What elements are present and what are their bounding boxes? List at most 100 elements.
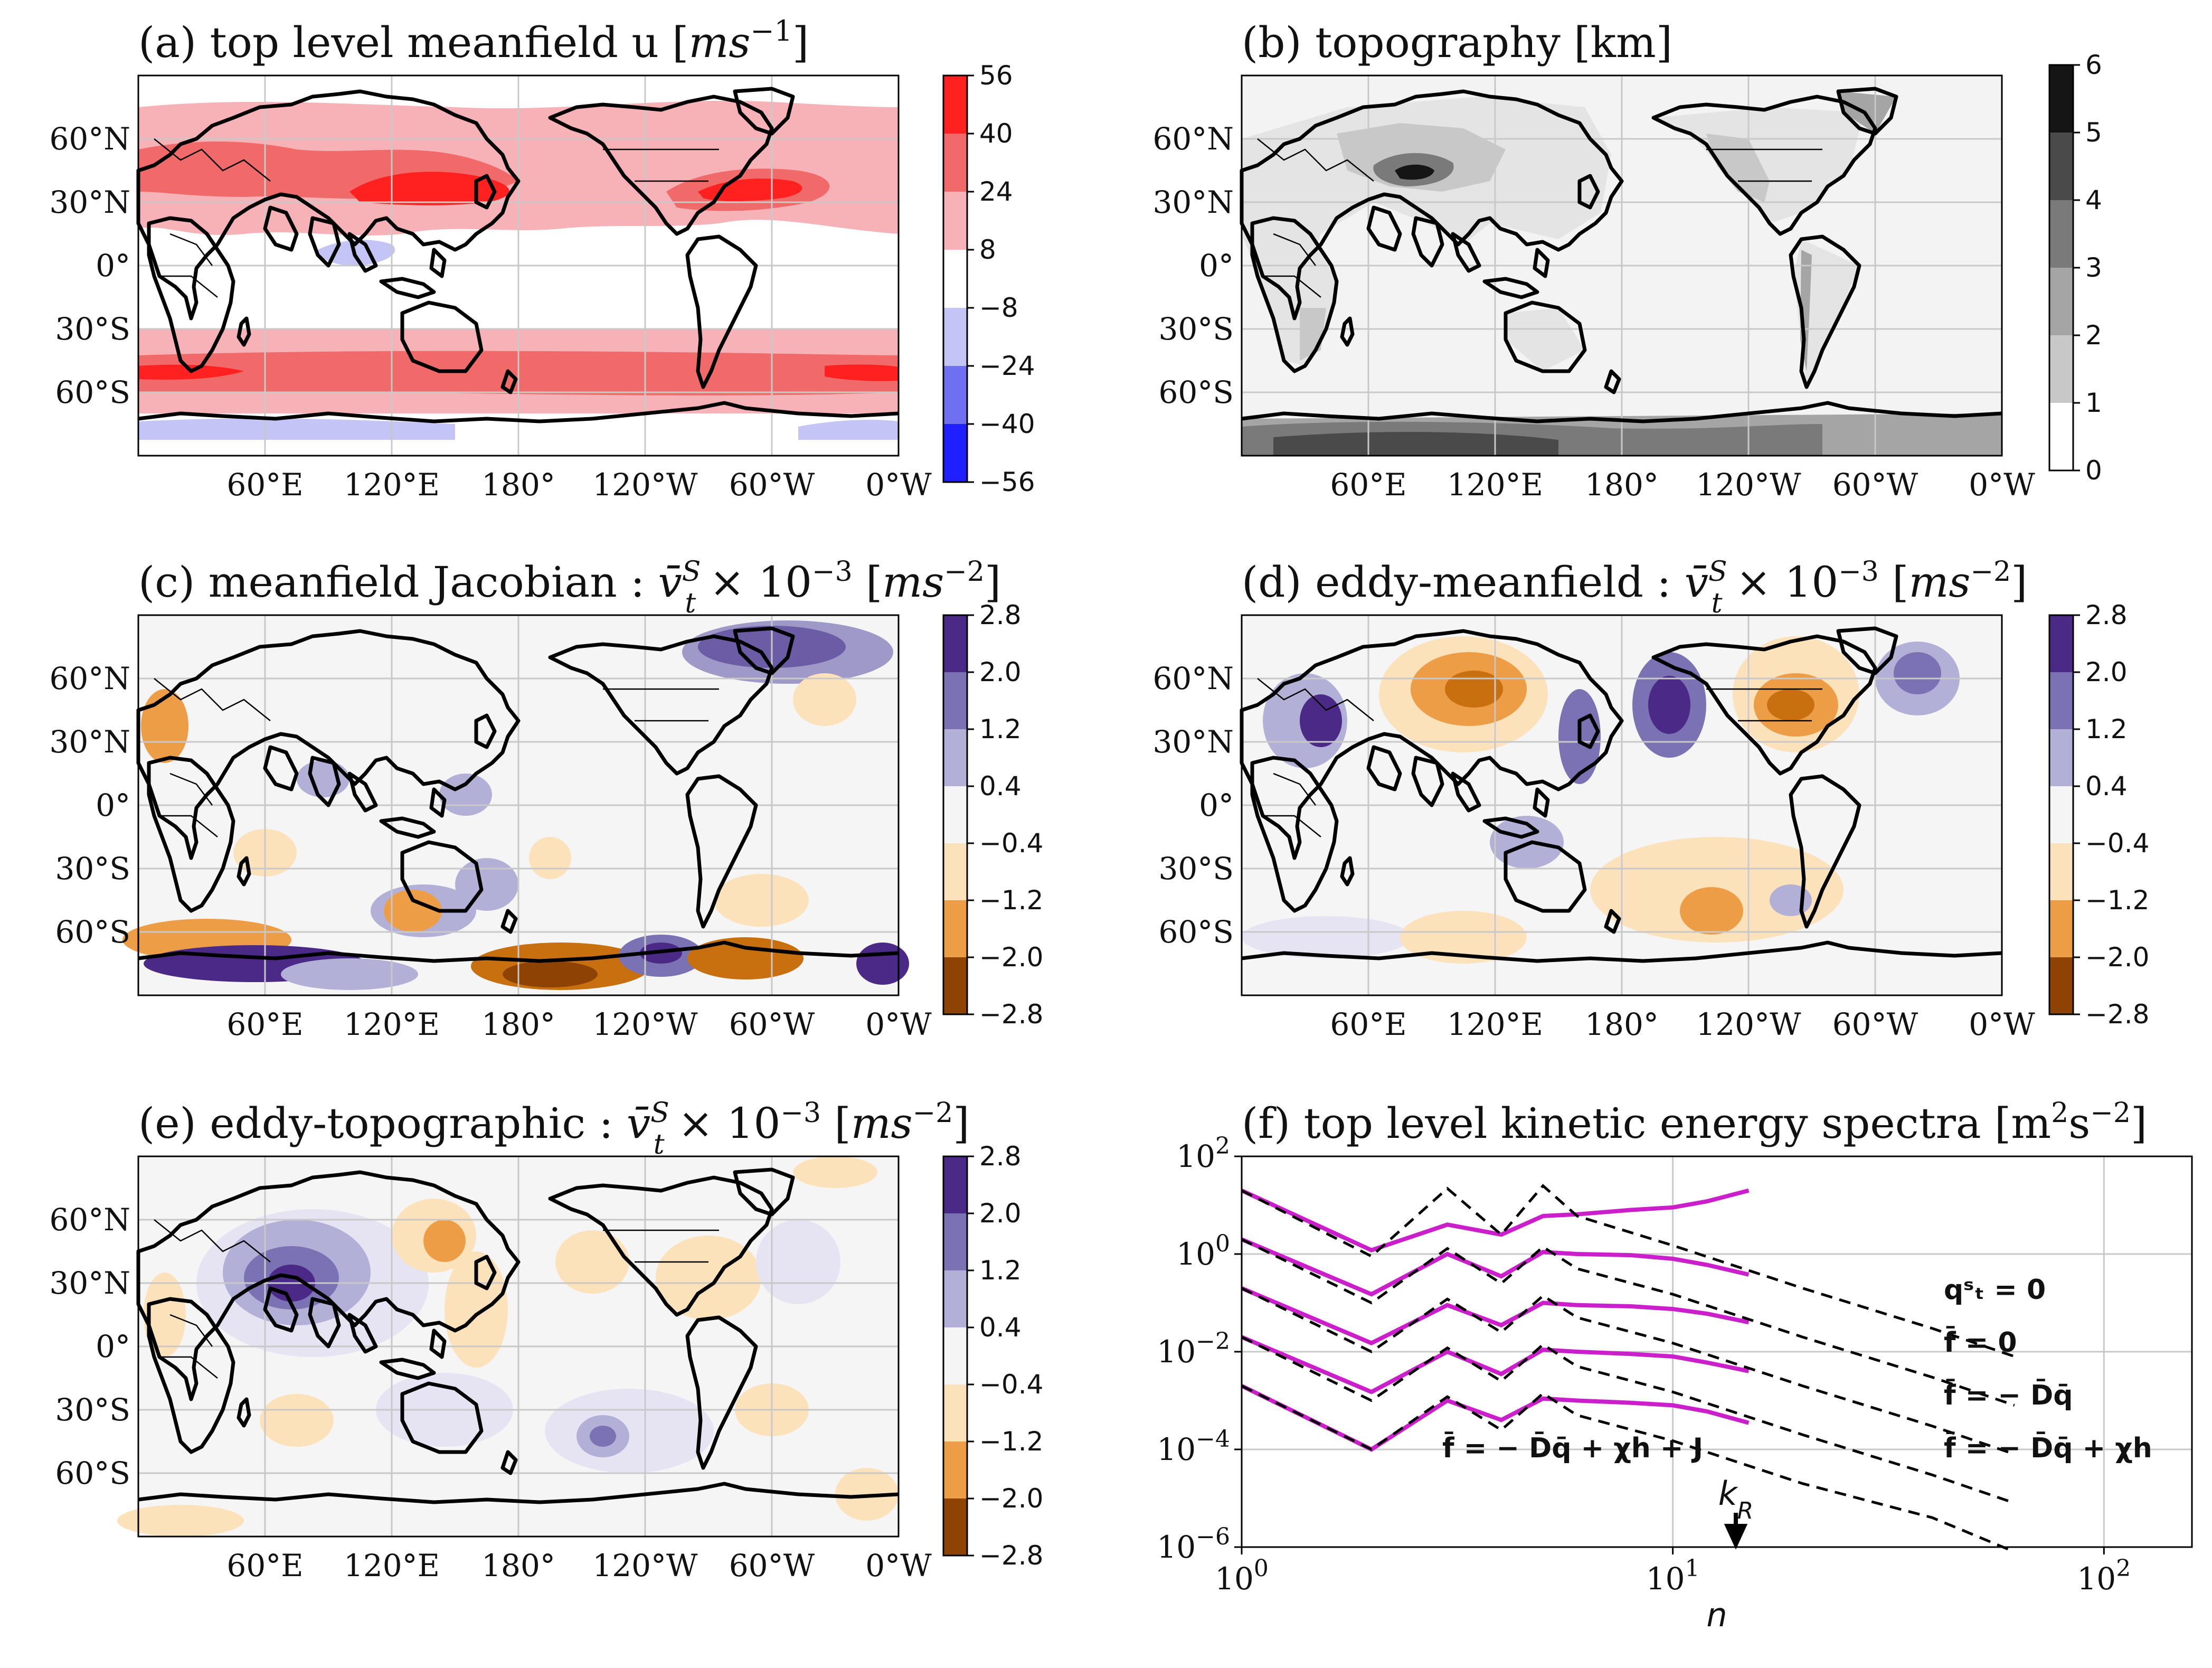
e-neg-ant1 <box>117 1505 244 1537</box>
colorbar-tick-label: −24 <box>979 351 1035 381</box>
map-x-tick: 0°W <box>865 1006 932 1042</box>
map-x-tick: 180° <box>481 1006 555 1042</box>
panel-a-meanfield-u: (a) top level meanfield u [ms−1] 60°E 120… <box>49 14 1035 503</box>
colorbar-tick-label: −2.8 <box>979 1540 1043 1571</box>
map-y-tick: 60°N <box>49 1202 130 1238</box>
map-x-tick: 120°E <box>344 1548 440 1584</box>
map-x-tick: 120°E <box>344 467 440 503</box>
map-y-tick: 30°N <box>49 184 130 220</box>
panel-e-map <box>117 1155 899 1538</box>
colorbar-tick-label: 40 <box>979 118 1013 149</box>
colorbar-tick-label: 6 <box>2085 50 2102 80</box>
map-y-tick: 30°N <box>49 1265 130 1301</box>
map-y-tick: 30°S <box>1158 851 1234 887</box>
f-x-tick-label: 101 <box>1646 1555 1700 1597</box>
c-pos-sh-ant2 <box>281 958 418 990</box>
colorbar-tick-label: 2.0 <box>979 657 1022 687</box>
panel-f-series <box>1241 1184 2015 1553</box>
sh-polar-easterly-east <box>798 420 899 440</box>
colorbar-tick-label: 1.2 <box>979 1255 1022 1286</box>
colorbar-tick-label: −0.4 <box>979 828 1043 859</box>
map-x-tick: 60°W <box>1832 1006 1918 1042</box>
d-pos-atlantic-core <box>1894 652 1941 694</box>
panel-a-gridlines <box>138 76 899 456</box>
map-x-tick: 0°W <box>865 467 932 503</box>
colorbar-tick-label: 0 <box>2085 455 2102 486</box>
map-y-tick: 30°N <box>49 724 130 760</box>
panel-c-meanfield-jacobian: (c) meanfield Jacobian : v̄S t × 10−3 [ms… <box>49 556 1043 1042</box>
d-pos-sh1 <box>1490 816 1564 869</box>
c-neg-atlantic <box>793 673 856 726</box>
map-y-tick: 60°N <box>49 661 130 696</box>
panel-e-gridlines <box>138 1156 899 1537</box>
colorbar-tick-label: 8 <box>979 234 996 265</box>
map-x-tick: 60°E <box>226 467 303 503</box>
annotation-f-minus-dq-chih: f̄ = − D̄q̄ + χh <box>1944 1431 2152 1464</box>
greenland-high <box>1838 91 1896 134</box>
colorbar-tick-label: 24 <box>979 176 1013 207</box>
colorbar-tick-label: 0.4 <box>979 1312 1022 1343</box>
colorbar-tick-label: 56 <box>979 60 1013 91</box>
colorbar-tick-label: −56 <box>979 467 1035 497</box>
colorbar-tick-label: −0.4 <box>979 1369 1043 1400</box>
colorbar-tick-label: −2.8 <box>979 999 1043 1030</box>
map-y-tick: 30°S <box>55 851 130 887</box>
colorbar-tick-label: 0.4 <box>2085 771 2128 802</box>
panel-a-colorbar: 56 40 24 8 −8 −24 −40 −56 <box>942 60 1035 497</box>
colorbar-tick-label: −8 <box>979 293 1018 323</box>
f-y-tick-label: 10−6 <box>1157 1523 1230 1566</box>
c-pos-india <box>297 760 349 797</box>
annotation-f-zero: f̄ = 0 <box>1944 1326 2017 1359</box>
c-pos-pacific1 <box>439 774 492 816</box>
map-x-tick: 120°E <box>1447 467 1543 503</box>
colorbar-tick-label: 0.4 <box>979 771 1022 802</box>
panel-f-title: (f) top level kinetic energy spectra [m2… <box>1242 1097 2147 1148</box>
colorbar-tick-label: 5 <box>2085 117 2102 148</box>
map-y-tick: 60°S <box>55 1455 130 1491</box>
nh-jet-core-atlantic <box>698 178 802 201</box>
panel-e-colorbar: 2.8 2.0 1.2 0.4 −0.4 −1.2 −2.0 −2.8 <box>942 1141 1043 1571</box>
panel-e-title: (e) eddy-topographic : v̄S t × 10−3 [ms−2… <box>138 1097 969 1161</box>
e-neg-america <box>656 1236 761 1320</box>
nh-jet-core-pacific <box>349 172 509 205</box>
e-pos-atlantic <box>756 1220 840 1304</box>
panel-d-gridlines <box>1242 615 2002 995</box>
map-x-tick: 60°W <box>729 467 815 503</box>
colorbar-tick-label: −1.2 <box>2085 885 2149 916</box>
colorbar-tick-label: −2.0 <box>979 942 1043 973</box>
tibet-peak <box>1395 164 1434 180</box>
map-x-tick: 120°W <box>592 1548 698 1584</box>
kR-label: kR <box>1718 1474 1753 1524</box>
map-x-tick: 60°W <box>729 1006 815 1042</box>
f-y-tick-label: 102 <box>1176 1133 1230 1175</box>
panel-d-axis-ticks: 60°E 120°E 180° 120°W 60°W 0°W 60°N 30°N 0° 30°S 6… <box>1152 661 2035 1042</box>
rockies-mid <box>1706 134 1770 202</box>
colorbar-tick-label: −0.4 <box>2085 828 2149 859</box>
kR-marker: kR <box>1718 1474 1753 1550</box>
panel-c-colorbar: 2.8 2.0 1.2 0.4 −0.4 −1.2 −2.0 −2.8 <box>942 600 1043 1030</box>
panel-c-axis-ticks: 60°E 120°E 180° 120°W 60°W 0°W 60°N 30°N 0° 30°S 6… <box>49 661 932 1042</box>
panel-c-gridlines <box>138 615 899 995</box>
africa-mid <box>1300 308 1326 361</box>
panel-b-map <box>1242 74 2002 457</box>
c-pos-sh2 <box>455 858 518 911</box>
map-y-tick: 60°S <box>55 914 130 950</box>
e-neg-arctic <box>793 1156 877 1188</box>
sh-polar-easterly-west <box>138 418 455 440</box>
panel-d-eddy-meanfield: (d) eddy-meanfield : v̄S t × 10−3 [ms−2] <box>1152 556 2149 1042</box>
colorbar-tick-label: 1.2 <box>979 714 1022 745</box>
map-x-tick: 60°E <box>1330 467 1406 503</box>
panel-f-y-ticks: 102 100 10−2 10−4 10−6 <box>1157 1133 1242 1566</box>
panel-f-ke-spectra: (f) top level kinetic energy spectra [m2… <box>1157 1097 2193 1634</box>
c-neg-sh2 <box>714 874 809 927</box>
colorbar-tick-label: 2.0 <box>2085 657 2128 687</box>
map-y-tick: 30°S <box>1158 311 1234 347</box>
f-y-tick-label: 100 <box>1176 1230 1230 1273</box>
map-x-tick: 180° <box>481 467 555 503</box>
map-x-tick: 60°E <box>226 1006 303 1042</box>
map-y-tick: 0° <box>1199 787 1234 823</box>
map-x-tick: 60°W <box>729 1548 815 1584</box>
e-neg-sh1 <box>260 1394 334 1447</box>
panel-f-xlabel: n <box>1706 1596 1727 1634</box>
